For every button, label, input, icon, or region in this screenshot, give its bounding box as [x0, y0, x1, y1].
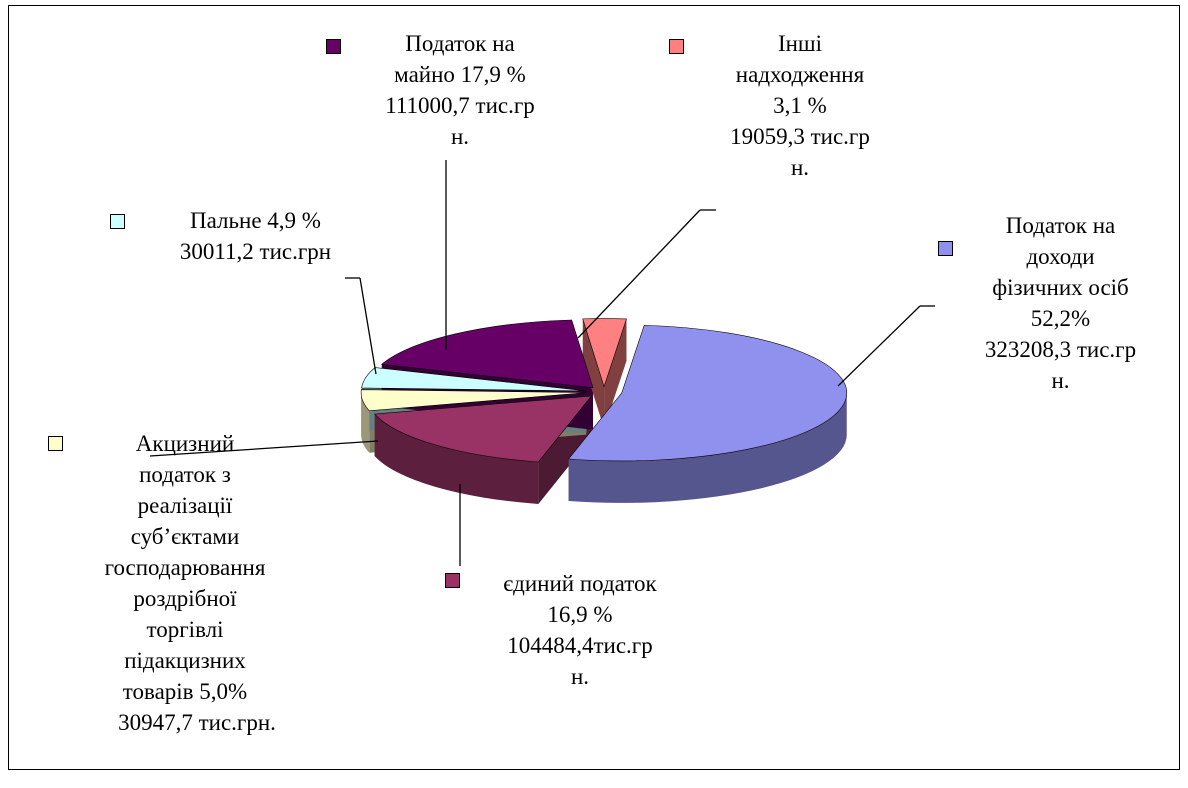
category-label: Податок на доходи фізичних осіб	[992, 213, 1129, 300]
pie	[360, 318, 848, 504]
value-label: 4,9 %	[267, 208, 321, 233]
slice-label: Податок на доходи фізичних осіб 52,2% 3232…	[983, 210, 1138, 396]
category-label: єдиний податок	[503, 571, 657, 596]
value-label: 3,1 %	[773, 93, 827, 118]
slice-label: Акцизний податок з реалізації суб’єктами…	[97, 428, 276, 738]
amount-label: 104484,4тис.грн.	[507, 633, 653, 689]
amount-label: 30011,2 тис.грн	[179, 239, 332, 264]
slice-label: єдиний податок 16,9 % 104484,4тис.грн.	[480, 568, 680, 692]
slice-label: Пальне 4,9 % 30011,2 тис.грн	[148, 205, 363, 267]
amount-label: 111000,7 тис.грн.	[385, 93, 535, 149]
slice-label: Податок на майно 17,9 % 111000,7 тис.грн.	[380, 28, 540, 152]
slice-side	[582, 318, 605, 429]
slice-wall	[374, 414, 539, 504]
leader-line	[837, 305, 921, 387]
legend-swatch	[326, 39, 341, 54]
slice	[360, 389, 587, 412]
leader-line	[577, 209, 701, 339]
legend-swatch	[445, 573, 460, 588]
legend-swatch	[110, 214, 125, 229]
amount-label: 19059,3 тис.грн.	[730, 124, 870, 180]
value-label: 17,9 %	[460, 62, 526, 87]
value-label: 5,0%	[199, 679, 248, 704]
category-label: Пальне	[190, 208, 262, 233]
legend-swatch	[669, 39, 684, 54]
value-label: 52,2%	[1030, 306, 1091, 331]
value-label: 16,9 %	[547, 602, 613, 627]
category-label: Акцизний податок з реалізації суб’єктами…	[104, 431, 266, 704]
slice-wall	[361, 392, 370, 453]
slice-wall	[568, 392, 847, 503]
slice-label: Інші надходження 3,1 % 19059,3 тис.грн.	[725, 28, 875, 183]
slice-side	[604, 318, 627, 429]
category-label: Інші надходження	[735, 31, 865, 87]
frame	[8, 5, 1180, 770]
category-label: Податок на майно	[394, 31, 515, 87]
slice	[381, 319, 594, 389]
leader-line	[149, 440, 379, 457]
amount-label: 30947,7 тис.грн.	[118, 710, 276, 735]
pie-walls	[361, 392, 847, 504]
slice	[568, 324, 848, 462]
leader-line	[359, 277, 377, 375]
slice	[582, 318, 627, 388]
legend-swatch	[48, 436, 63, 451]
pie-tops	[360, 318, 848, 463]
slice	[374, 395, 593, 463]
legend-swatch	[938, 241, 953, 256]
amount-label: 323208,3 тис.грн.	[984, 337, 1137, 393]
